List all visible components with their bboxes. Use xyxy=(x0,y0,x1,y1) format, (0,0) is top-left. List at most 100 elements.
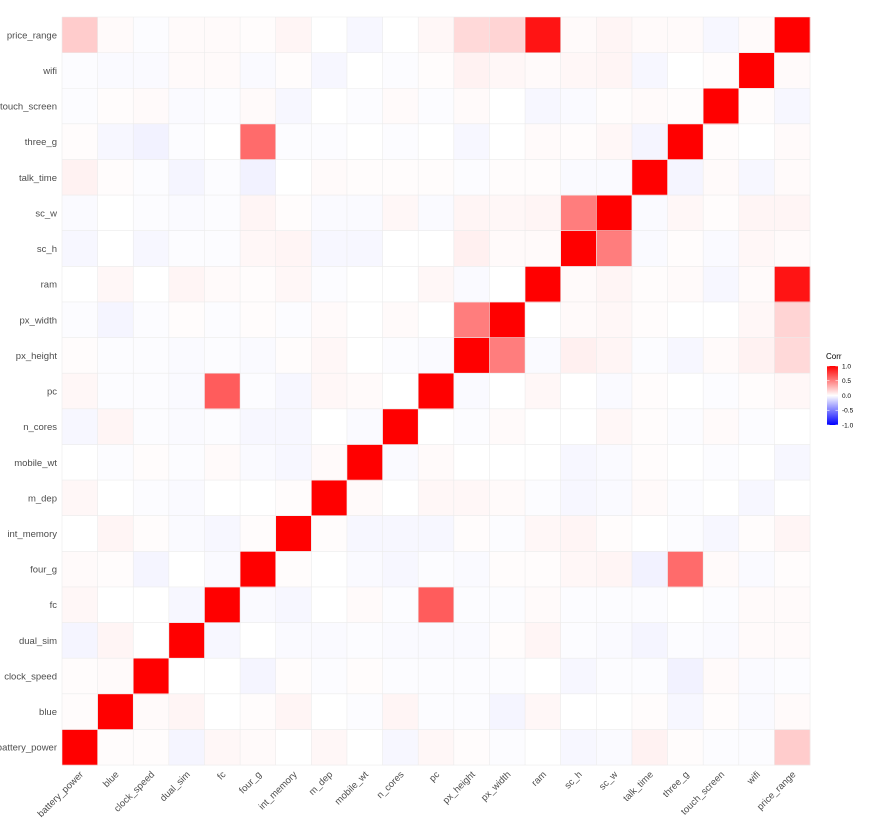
heatmap-cell-dual_sim-mobile_wt xyxy=(346,622,383,659)
heatmap-cell-price_range-wifi xyxy=(738,17,775,53)
heatmap-cell-m_dep-blue xyxy=(97,480,134,516)
heatmap-cell-four_g-clock_speed xyxy=(133,551,170,588)
heatmap-cell-three_g-touch_screen xyxy=(703,123,740,160)
y-tick-label-battery_power: battery_power xyxy=(0,743,57,754)
heatmap-cell-wifi-talk_time xyxy=(631,52,668,89)
x-tick-label-px_width: px_width xyxy=(479,769,513,803)
heatmap-cell-px_width-mobile_wt xyxy=(346,301,383,338)
heatmap-cell-pc-blue xyxy=(97,373,134,410)
heatmap-cell-talk_time-wifi xyxy=(738,159,775,196)
heatmap-cell-m_dep-px_height xyxy=(453,480,490,516)
heatmap-cell-three_g-mobile_wt xyxy=(346,123,383,160)
heatmap-cell-three_g-n_cores xyxy=(382,123,419,160)
heatmap-cell-sc_w-blue xyxy=(97,195,134,232)
heatmap-cell-px_width-wifi xyxy=(738,301,775,338)
y-tick-label-wifi: wifi xyxy=(42,66,57,77)
heatmap-cell-px_width-px_height xyxy=(453,301,490,338)
heatmap-cell-pc-battery_power xyxy=(62,373,98,410)
heatmap-cell-m_dep-four_g xyxy=(240,480,277,516)
heatmap-cell-blue-px_height xyxy=(453,693,490,730)
heatmap-cell-ram-touch_screen xyxy=(703,266,740,303)
heatmap-cell-talk_time-battery_power xyxy=(62,159,98,196)
heatmap-cell-clock_speed-wifi xyxy=(738,658,775,695)
heatmap-cell-mobile_wt-touch_screen xyxy=(703,444,740,481)
heatmap-cell-talk_time-touch_screen xyxy=(703,159,740,196)
heatmap-cell-talk_time-price_range xyxy=(774,159,811,196)
heatmap-cell-battery_power-ram xyxy=(525,729,561,766)
x-tick-label-battery_power: battery_power xyxy=(36,769,86,819)
y-tick-label-four_g: four_g xyxy=(30,565,57,576)
heatmap-cell-ram-four_g xyxy=(240,266,277,303)
heatmap-cell-battery_power-mobile_wt xyxy=(346,729,383,766)
heatmap-cell-mobile_wt-dual_sim xyxy=(168,444,205,481)
y-axis-tick-labels: battery_power blue clock_speed dual_sim fc fo… xyxy=(0,30,57,753)
heatmap-cell-fc-price_range xyxy=(774,586,811,623)
heatmap-cell-three_g-battery_power xyxy=(62,123,98,160)
x-tick-label-fc: fc xyxy=(215,769,228,782)
heatmap-cell-battery_power-wifi xyxy=(738,729,775,766)
heatmap-cell-price_range-n_cores xyxy=(382,17,419,53)
heatmap-cell-talk_time-fc xyxy=(204,159,241,196)
heatmap-cell-int_memory-dual_sim xyxy=(168,515,205,552)
heatmap-cell-mobile_wt-n_cores xyxy=(382,444,419,481)
heatmap-cell-clock_speed-four_g xyxy=(240,658,277,695)
heatmap-cell-mobile_wt-int_memory xyxy=(275,444,312,481)
heatmap-cell-pc-ram xyxy=(525,373,561,410)
heatmap-cell-px_width-px_width xyxy=(489,301,526,338)
x-tick-label-price_range: price_range xyxy=(755,769,798,812)
heatmap-cell-px_height-three_g xyxy=(667,337,704,374)
heatmap-cell-touch_screen-sc_w xyxy=(596,88,633,125)
heatmap-cell-int_memory-sc_w xyxy=(596,515,633,552)
heatmap-cell-mobile_wt-clock_speed xyxy=(133,444,170,481)
heatmap-cell-talk_time-blue xyxy=(97,159,134,196)
heatmap-cell-sc_h-mobile_wt xyxy=(346,230,383,267)
heatmap-cell-pc-int_memory xyxy=(275,373,312,410)
heatmap-cell-price_range-three_g xyxy=(667,17,704,53)
heatmap-cell-sc_h-sc_w xyxy=(596,230,633,267)
heatmap-cell-talk_time-dual_sim xyxy=(168,159,205,196)
y-tick-label-sc_h: sc_h xyxy=(37,244,57,255)
heatmap-cell-wifi-battery_power xyxy=(62,52,98,89)
heatmap-cell-wifi-wifi xyxy=(738,52,775,89)
heatmap-cell-pc-talk_time xyxy=(631,373,668,410)
heatmap-cell-int_memory-talk_time xyxy=(631,515,668,552)
heatmap-cell-ram-pc xyxy=(418,266,455,303)
heatmap-cell-price_range-battery_power xyxy=(62,17,98,53)
heatmap-cell-n_cores-px_width xyxy=(489,408,526,445)
heatmap-cell-clock_speed-ram xyxy=(525,658,561,695)
x-tick-label-sc_w: sc_w xyxy=(597,769,620,792)
heatmap-cell-clock_speed-battery_power xyxy=(62,658,98,695)
heatmap-cell-fc-talk_time xyxy=(631,586,668,623)
heatmap-cell-wifi-mobile_wt xyxy=(346,52,383,89)
heatmap-cell-n_cores-dual_sim xyxy=(168,408,205,445)
heatmap-cell-mobile_wt-px_height xyxy=(453,444,490,481)
heatmap-cell-wifi-four_g xyxy=(240,52,277,89)
heatmap-cell-sc_w-three_g xyxy=(667,195,704,232)
heatmap-cell-px_height-battery_power xyxy=(62,337,98,374)
heatmap-cell-dual_sim-px_width xyxy=(489,622,526,659)
heatmap-cell-px_width-blue xyxy=(97,301,134,338)
heatmap-cell-four_g-int_memory xyxy=(275,551,312,588)
heatmap-cell-dual_sim-ram xyxy=(525,622,561,659)
heatmap-cell-three_g-int_memory xyxy=(275,123,312,160)
heatmap-cell-three_g-px_width xyxy=(489,123,526,160)
heatmap-cell-touch_screen-n_cores xyxy=(382,88,419,125)
y-tick-label-px_width: px_width xyxy=(20,315,58,326)
heatmap-cell-px_width-pc xyxy=(418,301,455,338)
heatmap-cell-clock_speed-pc xyxy=(418,658,455,695)
heatmap-cell-three_g-fc xyxy=(204,123,241,160)
heatmap-cell-dual_sim-m_dep xyxy=(311,622,348,659)
heatmap-cell-int_memory-touch_screen xyxy=(703,515,740,552)
heatmap-cell-n_cores-clock_speed xyxy=(133,408,170,445)
heatmap-cell-px_height-ram xyxy=(525,337,561,374)
y-tick-label-clock_speed: clock_speed xyxy=(4,671,57,682)
heatmap-cell-n_cores-wifi xyxy=(738,408,775,445)
heatmap-cell-four_g-px_width xyxy=(489,551,526,588)
heatmap-cell-n_cores-four_g xyxy=(240,408,277,445)
heatmap-cell-fc-clock_speed xyxy=(133,586,170,623)
heatmap-cell-price_range-mobile_wt xyxy=(346,17,383,53)
heatmap-cell-ram-int_memory xyxy=(275,266,312,303)
heatmap-cell-touch_screen-touch_screen xyxy=(703,88,740,125)
heatmap-cell-battery_power-clock_speed xyxy=(133,729,170,766)
